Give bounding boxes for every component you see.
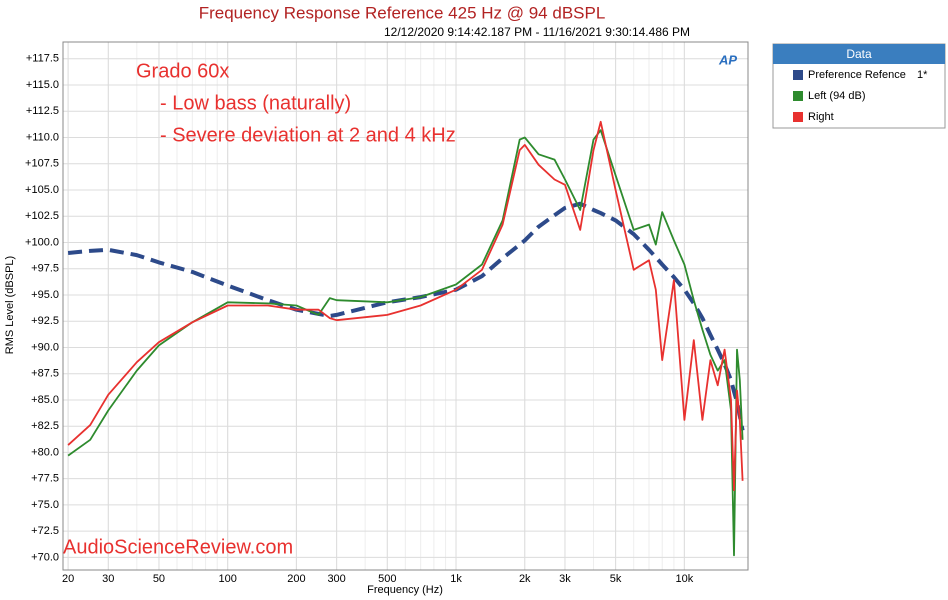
y-tick-label: +112.5 [26,105,59,117]
y-tick-label: +92.5 [31,315,59,327]
legend-swatch [793,70,803,80]
y-tick-label: +75.0 [31,499,59,511]
x-tick-label: 50 [153,573,165,585]
y-tick-label: +117.5 [26,53,59,65]
legend-label: Right [808,111,834,123]
x-tick-label: 5k [610,573,622,585]
watermark: AudioScienceReview.com [63,536,293,558]
y-tick-label: +70.0 [31,551,59,563]
y-tick-label: +85.0 [31,394,59,406]
x-tick-label: 20 [62,573,74,585]
y-tick-label: +110.0 [26,131,59,143]
annotation: - Low bass (naturally) [160,92,351,114]
series-line [67,120,744,492]
x-tick-label: 300 [327,573,345,585]
y-tick-label: +82.5 [31,420,59,432]
legend-header [773,44,945,64]
annotation: Grado 60x [136,60,229,82]
x-tick-label: 2k [519,573,531,585]
y-tick-label: +107.5 [25,158,59,170]
legend-label: Preference Refence [808,69,906,81]
legend-swatch [793,112,803,122]
y-tick-label: +115.0 [26,79,59,91]
legend-swatch [793,91,803,101]
chart-subtitle: 12/12/2020 9:14:42.187 PM - 11/16/2021 9… [384,25,690,39]
x-tick-label: 100 [219,573,237,585]
y-tick-label: +87.5 [31,368,59,380]
x-tick-label: 30 [102,573,114,585]
y-tick-label: +105.0 [25,184,59,196]
logo: AP [718,52,737,67]
annotation: - Severe deviation at 2 and 4 kHz [160,124,456,146]
legend-note: 1* [917,69,928,81]
y-tick-label: +80.0 [31,446,59,458]
y-tick-label: +95.0 [31,289,59,301]
y-tick-label: +90.0 [31,341,59,353]
legend-label: Left (94 dB) [808,90,865,102]
y-tick-label: +97.5 [31,263,59,275]
y-tick-label: +102.5 [25,210,59,222]
x-tick-label: 1k [450,573,462,585]
y-tick-label: +100.0 [25,236,59,248]
series-line [67,129,744,557]
series-line [67,201,745,431]
x-tick-label: 3k [559,573,571,585]
plot-area [62,41,749,571]
x-tick-label: 10k [675,573,693,585]
x-axis-label: Frequency (Hz) [367,584,443,596]
y-tick-label: +72.5 [31,525,59,537]
chart-title: Frequency Response Reference 425 Hz @ 94… [199,3,606,22]
legend-title: Data [846,47,872,61]
x-tick-label: 200 [287,573,305,585]
y-axis-label: RMS Level (dBSPL) [4,256,16,354]
y-tick-label: +77.5 [31,473,59,485]
x-tick-label: 500 [378,573,396,585]
plot-border [62,41,749,571]
